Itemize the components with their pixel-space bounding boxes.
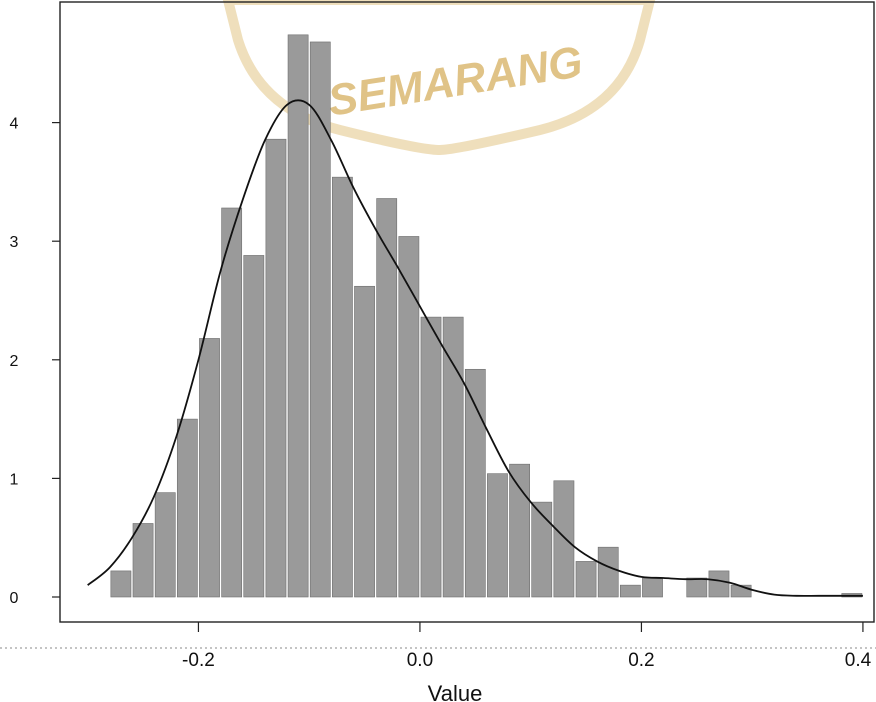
histogram-bar	[332, 176, 353, 598]
histogram-bar	[199, 338, 220, 598]
histogram-bar	[398, 236, 420, 598]
plot-frame	[59, 1, 875, 623]
histogram-bar	[597, 546, 619, 598]
histogram-bar	[619, 584, 641, 598]
y-tick-label: 1	[10, 471, 19, 488]
histogram-bar	[708, 570, 730, 598]
histogram-bar	[487, 473, 508, 598]
histogram-bar	[309, 41, 331, 598]
histogram-bar	[265, 138, 287, 598]
y-axis: 0 1 2 3 4	[10, 116, 60, 607]
watermark-text: SEMARANG	[325, 37, 586, 126]
y-tick-label: 2	[10, 353, 19, 370]
histogram-bar	[464, 368, 486, 598]
histogram-bar	[154, 492, 176, 598]
x-axis: -0.2 0.0 0.2 0.4	[182, 622, 872, 671]
histogram-bar	[442, 316, 464, 598]
x-tick-label: 0.4	[845, 650, 872, 671]
histogram-bar	[553, 480, 575, 598]
y-tick-label: 3	[10, 234, 19, 251]
histogram-bar	[110, 570, 132, 598]
x-tick-label: -0.2	[182, 650, 215, 671]
density-curve	[87, 99, 863, 597]
y-tick-label: 0	[10, 590, 19, 607]
histogram-bar	[686, 577, 708, 598]
histogram-bar	[420, 316, 442, 598]
histogram-bar	[132, 523, 154, 598]
histogram-bar	[176, 418, 198, 598]
histogram-bar	[642, 577, 663, 598]
histogram-bar	[243, 255, 265, 598]
histogram-bars	[110, 34, 863, 598]
histogram-bar	[221, 207, 243, 598]
histogram-bar	[730, 584, 752, 598]
y-tick-label: 4	[10, 116, 19, 133]
x-tick-label: 0.0	[407, 650, 433, 671]
histogram-bar	[531, 501, 553, 598]
histogram-bar	[509, 463, 530, 598]
histogram-bar	[287, 34, 309, 598]
histogram-bar	[354, 285, 375, 598]
histogram-bar	[575, 561, 597, 598]
histogram-bar	[376, 198, 398, 598]
x-tick-label: 0.2	[628, 650, 654, 671]
x-axis-title: Value	[428, 681, 483, 702]
